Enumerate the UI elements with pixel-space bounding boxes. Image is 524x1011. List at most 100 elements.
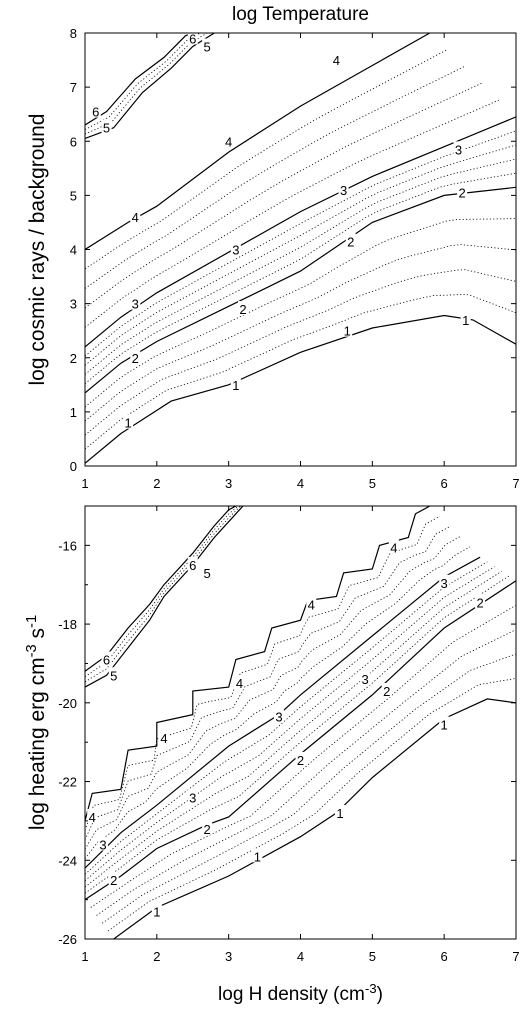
top-y-tick-label-8: 8 bbox=[70, 26, 77, 41]
top-contour-label-2-2: 2 bbox=[347, 234, 354, 249]
top-contour-label-3-0: 3 bbox=[132, 297, 139, 312]
top-contour-label-2-1: 2 bbox=[239, 302, 246, 317]
top-contour-label-bg bbox=[130, 209, 141, 224]
bottom-contour-4 bbox=[85, 506, 431, 822]
bottom-contour-label-3-4: 3 bbox=[441, 576, 448, 591]
top-contour-label-3-1: 3 bbox=[232, 243, 239, 258]
top-minor-contour-0-3 bbox=[85, 218, 516, 408]
bottom-y-tick-label--24: -24 bbox=[58, 853, 77, 868]
bottom-minor-contour-1-3 bbox=[85, 561, 488, 875]
top-contour-1 bbox=[85, 314, 516, 464]
top-contour-label-4-2: 4 bbox=[333, 53, 340, 68]
top-contour-label-1-2: 1 bbox=[344, 324, 351, 339]
bottom-contour-label-bg bbox=[381, 683, 392, 698]
bottom-contour-label-4-4: 4 bbox=[390, 540, 397, 555]
bottom-contour-label-3-2: 3 bbox=[275, 710, 282, 725]
bottom-contour-label-bg bbox=[252, 848, 263, 863]
top-contour-4 bbox=[85, 33, 431, 251]
bottom-contour-label-bg bbox=[87, 808, 98, 823]
bottom-minor-contour-0-2 bbox=[96, 629, 516, 916]
bottom-minor-contour-1-0 bbox=[85, 575, 510, 894]
top-contour-label-bg bbox=[130, 349, 141, 364]
bottom-contour-6 bbox=[85, 506, 237, 672]
bottom-contour-label-2-4: 2 bbox=[476, 595, 483, 610]
top-x-tick-label-4: 4 bbox=[297, 476, 304, 491]
bottom-contour-label-1-3: 1 bbox=[441, 717, 448, 732]
bottom-y-tick-label--26: -26 bbox=[58, 932, 77, 947]
top-contour-label-2-3: 2 bbox=[459, 186, 466, 201]
top-y-tick-label-0: 0 bbox=[70, 459, 77, 474]
bottom-minor-contour-3-1 bbox=[85, 506, 239, 678]
top-contour-label-1-0: 1 bbox=[124, 416, 131, 431]
top-x-tick-label-5: 5 bbox=[369, 476, 376, 491]
top-minor-contour-2-3 bbox=[85, 49, 448, 270]
top-minor-contour-0-1 bbox=[85, 269, 516, 436]
bottom-contour-label-bg bbox=[439, 716, 450, 731]
bottom-contour-label-bg bbox=[97, 836, 108, 851]
bottom-contour-label-2-1: 2 bbox=[203, 822, 210, 837]
top-x-tick-label-1: 1 bbox=[81, 476, 88, 491]
top-contour-label-5-1: 5 bbox=[203, 40, 210, 55]
bottom-x-tick-label-7: 7 bbox=[512, 949, 519, 964]
bottom-contour-label-5-0: 5 bbox=[110, 668, 117, 683]
bottom-contour-label-bg bbox=[335, 805, 346, 820]
bottom-contour-label-bg bbox=[295, 751, 306, 766]
bottom-contour-2 bbox=[85, 580, 516, 901]
bottom-minor-contour-0-0 bbox=[107, 678, 516, 932]
top-y-tick-label-2: 2 bbox=[70, 351, 77, 366]
bottom-plot-area bbox=[85, 506, 516, 939]
bottom-contour-label-2-0: 2 bbox=[110, 873, 117, 888]
bottom-contour-label-bg bbox=[475, 594, 486, 609]
bottom-contour-label-3-1: 3 bbox=[189, 790, 196, 805]
bottom-contour-label-1-0: 1 bbox=[153, 904, 160, 919]
bottom-x-tick-label-5: 5 bbox=[369, 949, 376, 964]
bottom-contour-label-3-3: 3 bbox=[362, 672, 369, 687]
top-x-tick-label-7: 7 bbox=[512, 476, 519, 491]
bottom-y-tick-label--18: -18 bbox=[58, 617, 77, 632]
bottom-contour-label-1-2: 1 bbox=[336, 806, 343, 821]
top-contour-label-bg bbox=[345, 233, 356, 248]
bottom-x-tick-label-2: 2 bbox=[153, 949, 160, 964]
bottom-y-tick-label--20: -20 bbox=[58, 696, 77, 711]
bottom-contour-label-bg bbox=[187, 789, 198, 804]
top-contour-label-bg bbox=[130, 295, 141, 310]
top-contour-label-3-3: 3 bbox=[455, 142, 462, 157]
bottom-minor-contour-0-1 bbox=[101, 653, 516, 924]
top-x-tick-label-2: 2 bbox=[153, 476, 160, 491]
bottom-contour-label-bg bbox=[234, 675, 245, 690]
top-contour-label-bg bbox=[187, 30, 198, 45]
top-contour-label-6-1: 6 bbox=[189, 31, 196, 46]
top-contour-6 bbox=[85, 33, 194, 126]
top-contour-label-6-0: 6 bbox=[92, 104, 99, 119]
top-contour-label-4-0: 4 bbox=[132, 210, 139, 225]
bottom-minor-contour-1-2 bbox=[85, 566, 495, 882]
top-y-tick-label-5: 5 bbox=[70, 188, 77, 203]
top-y-tick-label-6: 6 bbox=[70, 134, 77, 149]
bottom-contour-label-4-0: 4 bbox=[89, 810, 96, 825]
bottom-contour-label-bg bbox=[273, 708, 284, 723]
top-y-tick-label-7: 7 bbox=[70, 80, 77, 95]
bottom-minor-contour-2-0 bbox=[85, 546, 471, 859]
top-contour-label-bg bbox=[230, 241, 241, 256]
bottom-contour-label-bg bbox=[439, 574, 450, 589]
top-plot-area bbox=[85, 33, 516, 464]
top-minor-contour-0-2 bbox=[85, 244, 516, 422]
bottom-contour-label-bg bbox=[151, 903, 162, 918]
bottom-plot-frame bbox=[84, 505, 517, 940]
bottom-contour-label-bg bbox=[101, 651, 112, 666]
bottom-minor-contour-0-3 bbox=[90, 604, 516, 908]
bottom-contour-label-1-1: 1 bbox=[254, 849, 261, 864]
bottom-contour-label-6-0: 6 bbox=[103, 653, 110, 668]
top-minor-contour-2-0 bbox=[85, 99, 499, 328]
bottom-contour-1 bbox=[113, 698, 516, 939]
top-contour-label-1-3: 1 bbox=[462, 313, 469, 328]
top-contour-label-bg bbox=[202, 38, 213, 53]
bottom-contour-label-bg bbox=[202, 820, 213, 835]
bottom-x-tick-label-3: 3 bbox=[225, 949, 232, 964]
top-contour-label-bg bbox=[457, 184, 468, 199]
top-minor-contour-2-2 bbox=[85, 66, 465, 289]
top-minor-contour-2-1 bbox=[85, 82, 482, 309]
bottom-contour-label-bg bbox=[108, 871, 119, 886]
bottom-contour-label-4-3: 4 bbox=[308, 597, 315, 612]
top-contour-label-bg bbox=[123, 414, 134, 429]
